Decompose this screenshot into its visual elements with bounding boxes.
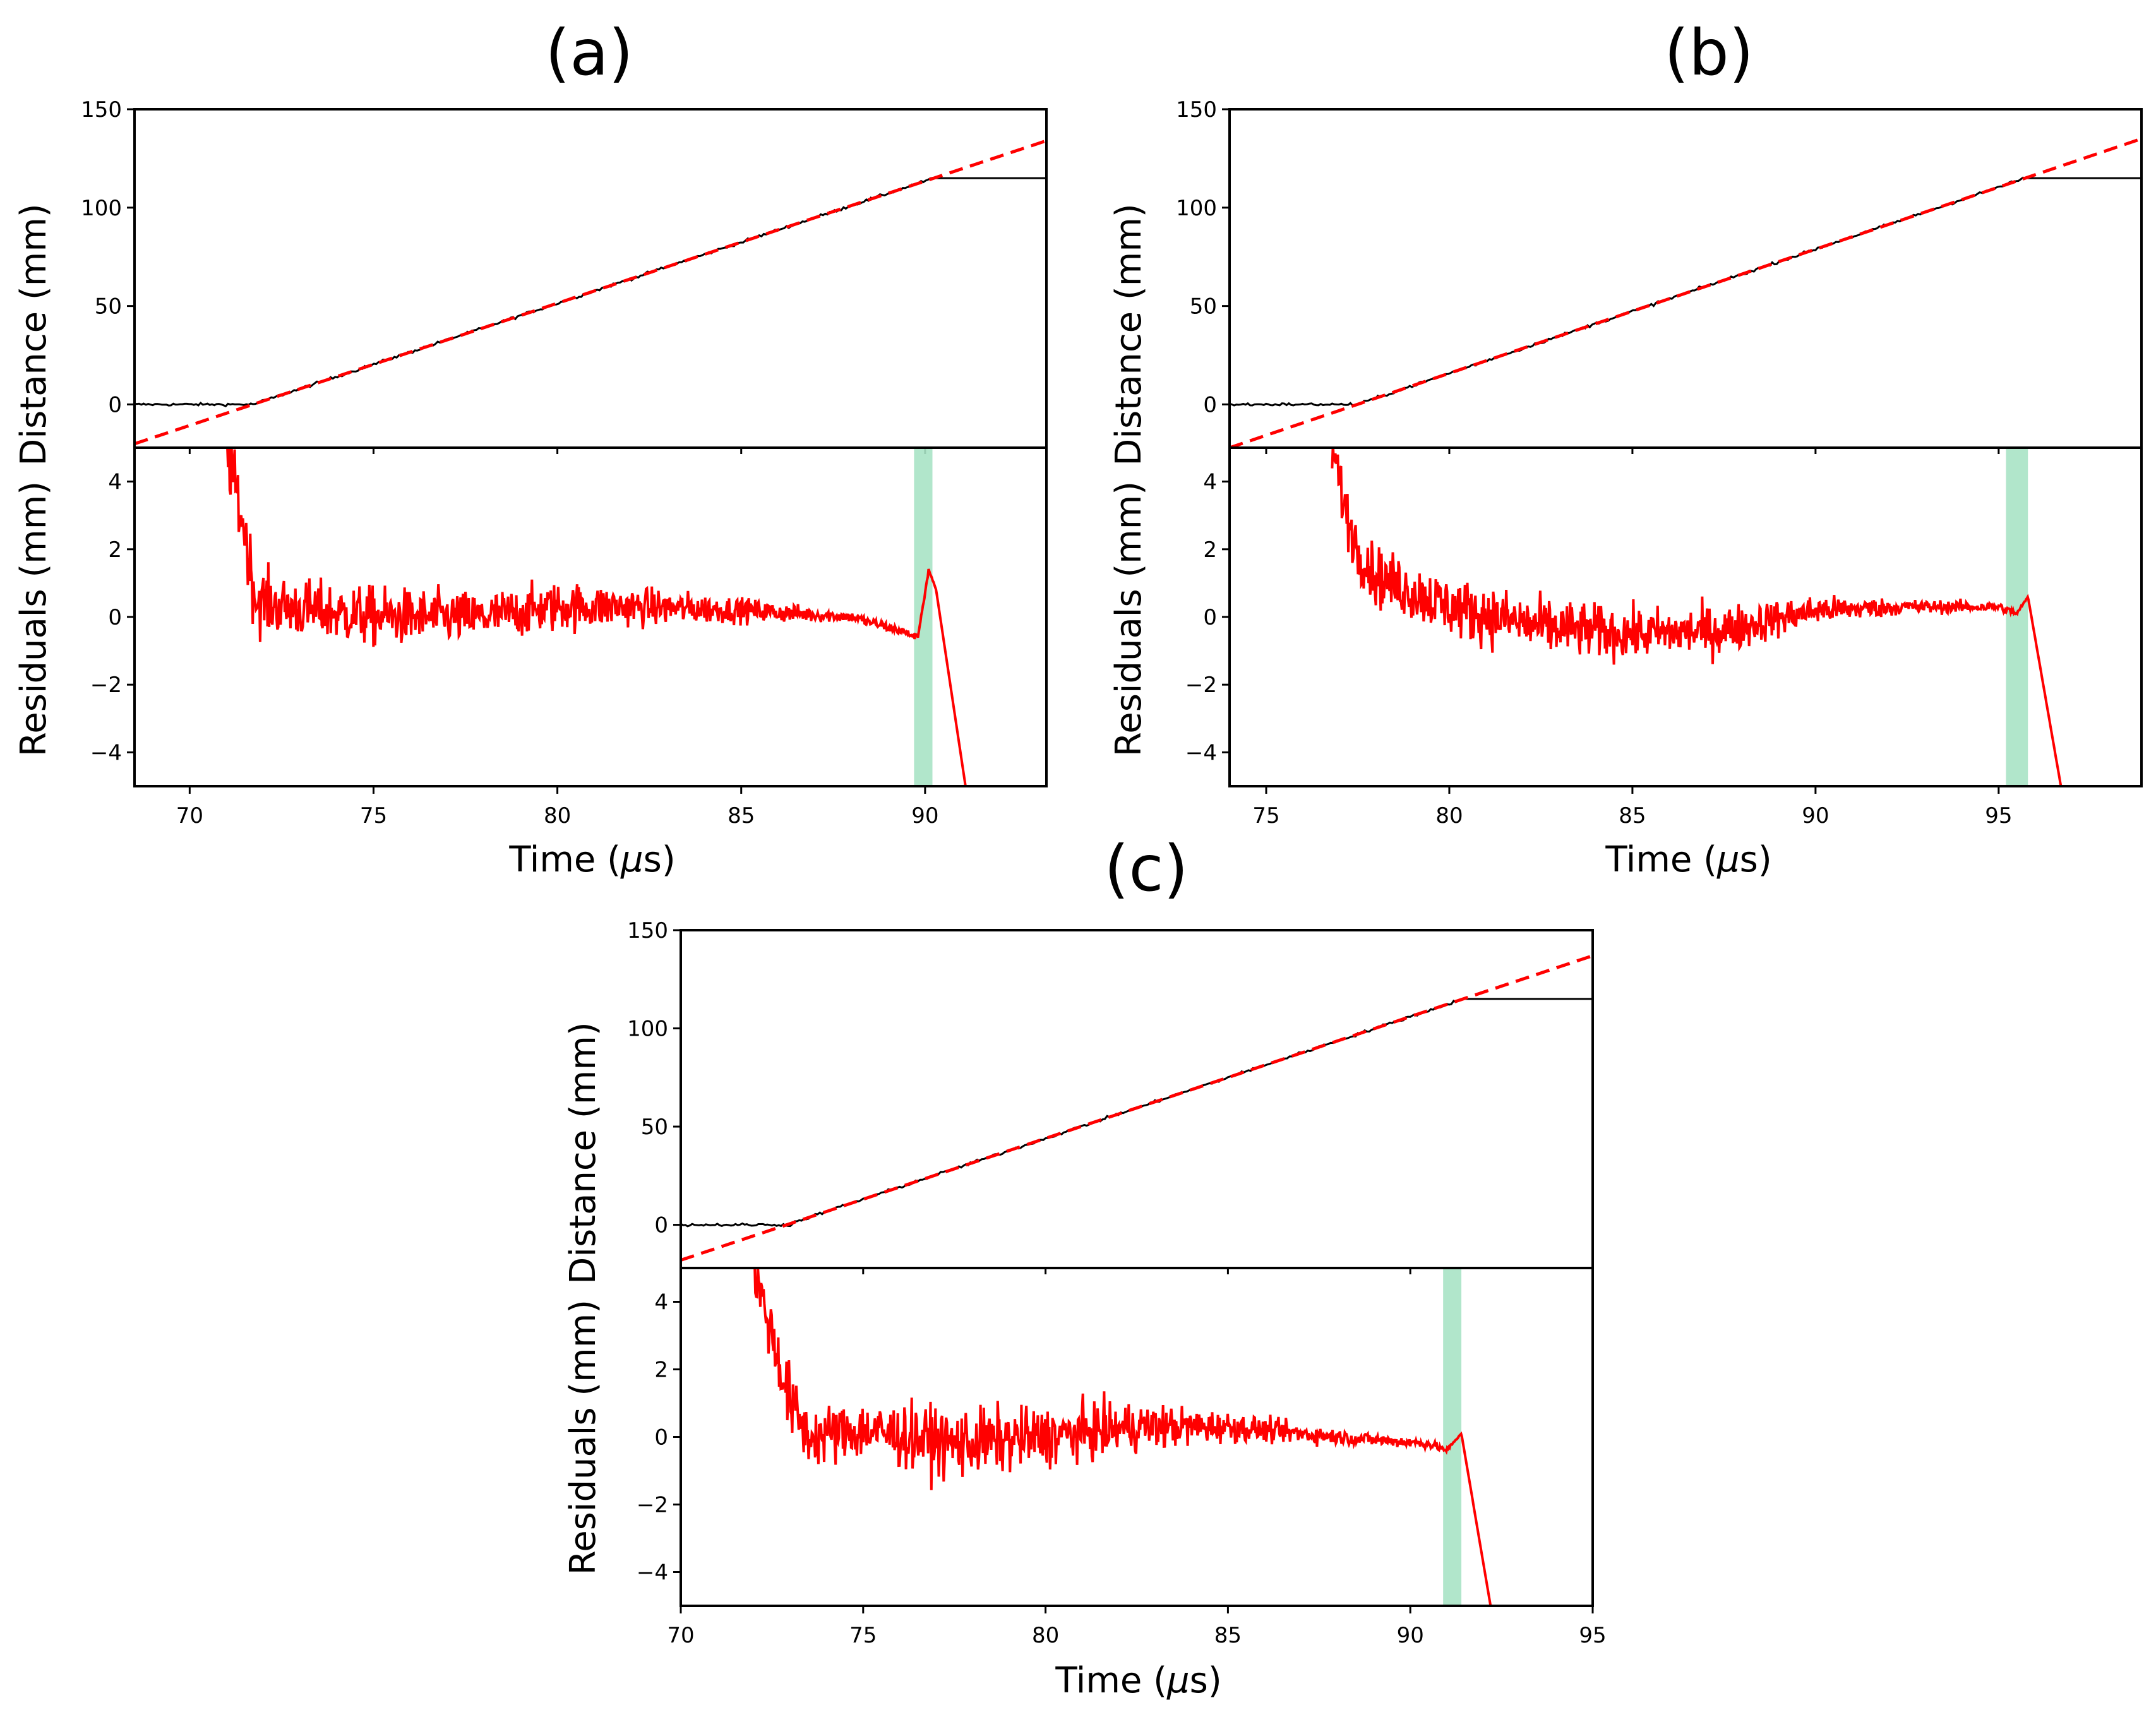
distance-ytick-label: 100 <box>627 1017 668 1042</box>
distance-ytick-label: 50 <box>641 1115 668 1140</box>
panel-b-residuals-plot: −4 −2 0 2 4 75 80 85 90 95 <box>1185 446 2143 829</box>
panel-b-time-xlabel: Time (μs) <box>1605 839 1771 880</box>
panel-c-measured-line <box>681 998 1593 1228</box>
residual-ytick-label: 2 <box>1203 537 1217 563</box>
residual-ytick-label: 0 <box>108 605 122 630</box>
distance-ytick-label: 0 <box>1203 392 1217 417</box>
residual-ytick-label: 4 <box>108 470 122 495</box>
time-xtick-label: 85 <box>1619 803 1646 829</box>
panel-a-highlight-band <box>914 448 933 786</box>
residual-ytick-label: 2 <box>654 1358 668 1383</box>
panel-a-residual-line <box>226 448 967 786</box>
time-xtick-label: 95 <box>1985 803 2012 829</box>
time-xtick-label: 70 <box>667 1623 694 1648</box>
time-xtick-label: 90 <box>1397 1623 1424 1648</box>
panel-b-distance-ylabel: Distance (mm) <box>1108 203 1149 465</box>
time-xtick-label: 80 <box>1032 1623 1059 1648</box>
residual-ytick-label: 0 <box>1203 605 1217 630</box>
distance-ytick-label: 150 <box>627 918 668 943</box>
distance-ytick-label: 0 <box>108 392 122 417</box>
time-xtick-label: 90 <box>911 803 938 829</box>
time-xtick-label: 75 <box>849 1623 877 1648</box>
panel-b-fit-line <box>1230 137 2141 448</box>
time-xtick-label: 90 <box>1802 803 1829 829</box>
panel-c: (c) 0 50 100 150 −4 −2 0 2 4 70 75 80 85 90 95 Distan… <box>563 832 1607 1701</box>
time-xtick-label: 80 <box>544 803 571 829</box>
panel-a: (a) 0 50 100 150 −4 −2 0 2 4 70 75 80 85 90 Distance… <box>13 16 1048 880</box>
distance-ytick-label: 150 <box>1176 97 1217 123</box>
panel-c-distance-ylabel: Distance (mm) <box>563 1022 604 1284</box>
residual-ytick-label: −4 <box>1185 740 1217 765</box>
distance-ytick-label: 150 <box>81 97 122 123</box>
residual-ytick-label: −2 <box>637 1493 668 1518</box>
panel-c-label: (c) <box>1104 832 1188 906</box>
time-xtick-label: 75 <box>360 803 387 829</box>
panel-a-fit-line <box>135 139 1046 446</box>
panel-a-residuals-plot: −4 −2 0 2 4 70 75 80 85 90 <box>90 446 1048 829</box>
panel-c-time-xlabel: Time (μs) <box>1055 1660 1221 1701</box>
panel-a-label: (a) <box>545 16 633 90</box>
distance-ytick-label: 0 <box>654 1213 668 1238</box>
panel-c-residuals-ylabel: Residuals (mm) <box>563 1300 604 1575</box>
panel-a-residuals-ylabel: Residuals (mm) <box>13 481 54 757</box>
distance-ytick-label: 100 <box>81 196 122 221</box>
residual-ytick-label: 2 <box>108 537 122 563</box>
residual-ytick-label: −4 <box>90 740 122 765</box>
residual-ytick-label: 4 <box>1203 470 1217 495</box>
panel-b-residuals-frame <box>1228 446 2143 787</box>
panel-b-measured-line <box>1230 176 2141 407</box>
time-xtick-label: 95 <box>1579 1623 1606 1648</box>
panel-c-residuals-plot: −4 −2 0 2 4 70 75 80 85 90 95 <box>637 1267 1607 1648</box>
panel-b-distance-frame <box>1228 108 2143 449</box>
distance-ytick-label: 50 <box>95 294 122 320</box>
panel-b-residuals-ylabel: Residuals (mm) <box>1108 481 1149 757</box>
panel-a-distance-ylabel: Distance (mm) <box>13 203 54 465</box>
residual-ytick-label: −4 <box>637 1560 668 1586</box>
time-xtick-label: 85 <box>1214 1623 1242 1648</box>
panel-b-distance-plot: 0 50 100 150 <box>1176 97 2143 454</box>
time-xtick-label: 85 <box>728 803 755 829</box>
time-xtick-label: 70 <box>176 803 203 829</box>
panel-a-distance-plot: 0 50 100 150 <box>81 97 1048 454</box>
residual-ytick-label: −2 <box>1185 673 1217 698</box>
panel-c-fit-line <box>681 954 1593 1262</box>
residual-ytick-label: 0 <box>654 1425 668 1451</box>
time-xtick-label: 75 <box>1252 803 1279 829</box>
panel-b-residual-line <box>1331 448 2063 786</box>
panel-c-distance-plot: 0 50 100 150 <box>627 918 1594 1274</box>
panel-c-distance-frame <box>680 929 1594 1269</box>
panel-c-residual-line <box>753 1268 1492 1606</box>
panel-b: (b) 0 50 100 150 −4 −2 0 2 4 75 80 85 90 95 Distance… <box>1108 16 2143 880</box>
distance-ytick-label: 50 <box>1190 294 1217 320</box>
residual-ytick-label: −2 <box>90 673 122 698</box>
time-xtick-label: 80 <box>1435 803 1463 829</box>
residual-ytick-label: 4 <box>654 1290 668 1315</box>
panel-b-label: (b) <box>1664 16 1754 90</box>
panel-a-time-xlabel: Time (μs) <box>508 839 675 880</box>
panel-b-highlight-band <box>2006 448 2028 786</box>
distance-ytick-label: 100 <box>1176 196 1217 221</box>
